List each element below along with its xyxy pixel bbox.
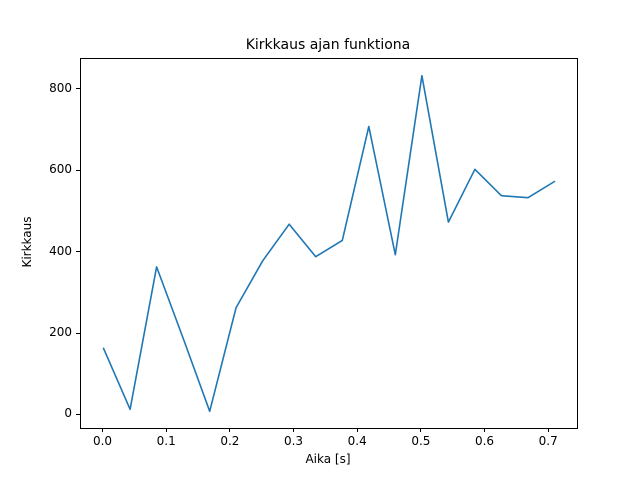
x-tick-label: 0.0 bbox=[92, 434, 113, 448]
x-tick-mark bbox=[484, 428, 485, 432]
x-tick-mark bbox=[356, 428, 358, 432]
y-tick-label: 800 bbox=[49, 80, 72, 95]
y-tick-mark bbox=[76, 169, 80, 171]
y-tick-mark bbox=[76, 251, 80, 253]
x-tick-label: 0.1 bbox=[156, 434, 176, 448]
y-tick-mark bbox=[76, 88, 80, 90]
y-tick-label: 600 bbox=[49, 162, 72, 177]
x-tick-label: 0.6 bbox=[474, 434, 495, 448]
x-tick-mark bbox=[165, 428, 167, 432]
x-tick-mark bbox=[102, 428, 103, 432]
x-tick-mark bbox=[229, 428, 231, 432]
y-tick-mark bbox=[76, 332, 80, 334]
y-tick-mark bbox=[76, 413, 80, 415]
y-tick-label: 200 bbox=[49, 325, 72, 339]
plot-area bbox=[80, 58, 578, 429]
x-tick-mark bbox=[420, 428, 422, 432]
x-tick-label: 0.4 bbox=[347, 434, 367, 448]
data-line bbox=[102, 74, 556, 413]
y-tick-label: 400 bbox=[49, 243, 72, 258]
x-axis-label: Aika [s] bbox=[305, 452, 351, 466]
x-tick-label: 0.3 bbox=[283, 434, 304, 448]
x-tick-label: 0.5 bbox=[411, 434, 431, 448]
x-tick-label: 0.7 bbox=[538, 434, 558, 448]
y-tick-label: 0 bbox=[64, 406, 72, 421]
line-series bbox=[102, 74, 556, 413]
chart-title: Kirkkaus ajan funktiona bbox=[245, 37, 411, 53]
x-tick-label: 0.2 bbox=[220, 434, 240, 448]
x-tick-mark bbox=[293, 428, 294, 432]
y-axis-label: Kirkkaus bbox=[20, 216, 34, 268]
x-tick-mark bbox=[547, 428, 549, 432]
